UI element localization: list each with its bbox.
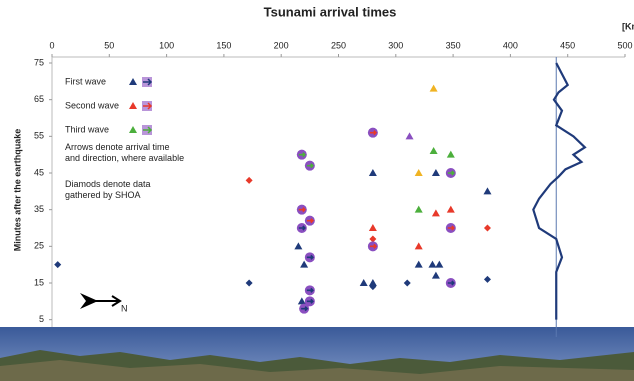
arrow-marker <box>368 128 378 138</box>
chart-title: Tsunami arrival times <box>264 4 397 19</box>
arrow-marker <box>446 223 456 233</box>
north-label: N <box>121 303 128 313</box>
chart: Tsunami arrival times [Km Minutes after … <box>0 0 634 381</box>
arrow-marker <box>305 285 315 295</box>
x-tick-label: 50 <box>104 40 114 50</box>
y-tick-label: 25 <box>34 241 44 251</box>
x-axis-label: [Km <box>622 21 634 31</box>
x-tick-label: 150 <box>216 40 231 50</box>
arrow-marker <box>446 168 456 178</box>
legend-label: Third wave <box>65 124 109 134</box>
y-tick-label: 35 <box>34 204 44 214</box>
legend-label: First wave <box>65 76 106 86</box>
x-tick-label: 200 <box>274 40 289 50</box>
arrow-marker <box>305 252 315 262</box>
y-tick-label: 15 <box>34 277 44 287</box>
y-tick-label: 75 <box>34 57 44 67</box>
arrow-marker <box>297 150 307 160</box>
arrow-marker <box>305 161 315 171</box>
x-tick-label: 100 <box>159 40 174 50</box>
x-tick-label: 0 <box>49 40 54 50</box>
arrow-marker <box>305 216 315 226</box>
x-tick-label: 250 <box>331 40 346 50</box>
arrow-marker <box>368 241 378 251</box>
x-tick-label: 350 <box>446 40 461 50</box>
y-tick-label: 5 <box>39 314 44 324</box>
y-tick-label: 65 <box>34 94 44 104</box>
y-axis-label: Minutes after the earthquake <box>12 129 22 252</box>
x-tick-label: 300 <box>388 40 403 50</box>
x-tick-label: 500 <box>617 40 632 50</box>
y-tick-label: 55 <box>34 131 44 141</box>
arrow-marker <box>446 278 456 288</box>
legend-label: Second wave <box>65 100 119 110</box>
x-tick-label: 400 <box>503 40 518 50</box>
y-tick-label: 45 <box>34 167 44 177</box>
arrow-marker <box>299 304 309 314</box>
arrow-marker <box>297 205 307 215</box>
arrow-marker <box>297 223 307 233</box>
x-tick-label: 450 <box>560 40 575 50</box>
